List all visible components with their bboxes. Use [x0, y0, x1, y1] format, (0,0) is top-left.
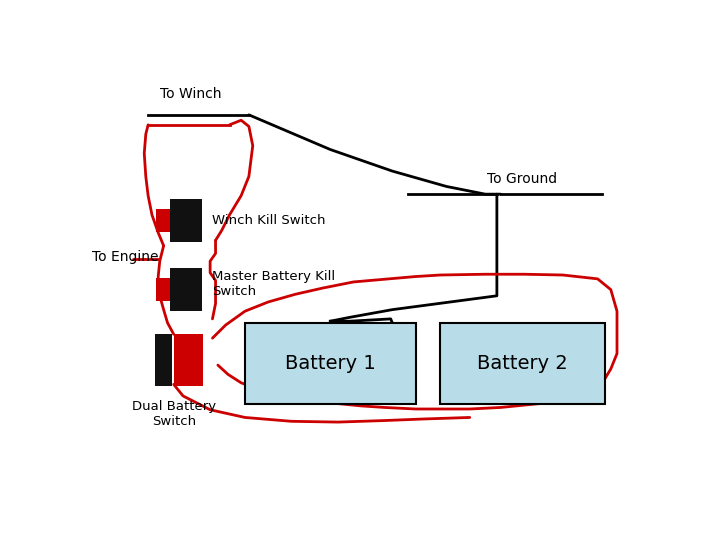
- Bar: [156, 278, 170, 301]
- Text: To Winch: To Winch: [160, 87, 221, 101]
- Text: To Ground: To Ground: [487, 172, 557, 186]
- Text: Battery 2: Battery 2: [477, 354, 568, 373]
- Bar: [170, 268, 202, 311]
- Text: Master Battery Kill
Switch: Master Battery Kill Switch: [212, 270, 336, 298]
- Bar: [170, 199, 202, 241]
- Bar: [441, 323, 606, 403]
- Bar: [245, 323, 415, 403]
- Text: Battery 1: Battery 1: [285, 354, 376, 373]
- Bar: [156, 209, 170, 232]
- Text: Winch Kill Switch: Winch Kill Switch: [212, 214, 326, 227]
- Bar: [155, 334, 172, 386]
- Bar: [174, 334, 203, 386]
- Text: To Engine: To Engine: [92, 251, 159, 264]
- Text: Dual Battery
Switch: Dual Battery Switch: [132, 400, 216, 428]
